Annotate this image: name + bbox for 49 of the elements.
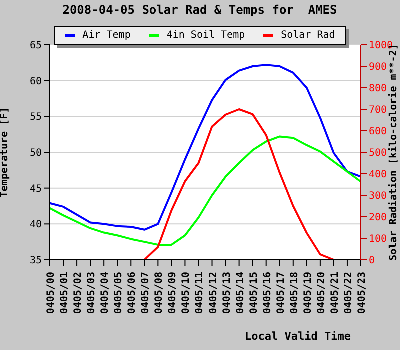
x-tick-label: 0405/20 — [316, 272, 328, 314]
x-tick-label: 0405/22 — [343, 272, 354, 314]
y2-tick-label: 700 — [369, 105, 388, 116]
x-tick-label: 0405/23 — [357, 272, 368, 314]
x-tick-label: 0405/21 — [330, 272, 341, 314]
y-tick-label: 45 — [30, 184, 42, 195]
x-tick-label: 0405/11 — [194, 272, 206, 314]
x-tick-label: 0405/03 — [86, 272, 98, 314]
x-tick-label: 0405/12 — [208, 272, 220, 314]
line-series — [49, 64, 362, 231]
x-tick-label: 0405/07 — [140, 272, 152, 314]
x-tick-label: 0405/19 — [302, 272, 314, 314]
x-axis-title: Local Valid Time — [245, 330, 352, 343]
y-tick-label: 40 — [30, 220, 42, 231]
x-tick-label: 0405/15 — [248, 272, 260, 314]
y-tick-label: 50 — [30, 148, 42, 160]
x-tick-label: 0405/05 — [114, 272, 125, 314]
y2-tick-label: 200 — [369, 212, 388, 224]
y2-tick-label: 600 — [369, 126, 388, 138]
x-tick-label: 0405/02 — [73, 272, 84, 314]
y-tick-label: 65 — [30, 40, 42, 52]
x-tick-label: 0405/16 — [262, 272, 274, 314]
x-tick-label: 0405/04 — [100, 272, 112, 314]
x-tick-label: 0405/06 — [127, 272, 138, 314]
y-tick-label: 60 — [30, 76, 42, 88]
x-tick-label: 0405/08 — [154, 272, 166, 314]
x-tick-label: 0405/09 — [168, 272, 179, 314]
y2-tick-label: 300 — [369, 191, 388, 202]
y-tick-label: 55 — [30, 112, 42, 124]
y2-tick-label: 900 — [369, 62, 388, 74]
y2-tick-label: 400 — [369, 170, 388, 181]
y2-tick-label: 100 — [369, 234, 388, 246]
y2-tick-label: 800 — [369, 84, 388, 95]
y-axis-title: Temperature [F] — [0, 107, 11, 198]
y2-tick-label: 500 — [369, 148, 388, 160]
line-series — [49, 136, 362, 246]
legend-label: Air Temp — [82, 30, 131, 41]
legend-label: 4in Soil Temp — [166, 30, 246, 41]
x-tick-label: 0405/18 — [289, 272, 300, 314]
x-tick-label: 0405/10 — [181, 272, 192, 314]
y-tick-label: 35 — [30, 256, 42, 267]
x-tick-label: 0405/01 — [60, 272, 71, 314]
x-tick-label: 0405/13 — [222, 272, 233, 314]
x-tick-label: 0405/17 — [276, 272, 287, 314]
chart-title: 2008-04-05 Solar Rad & Temps for AMES — [62, 3, 338, 17]
legend-label: Solar Rad — [280, 30, 336, 41]
x-tick-label: 0405/00 — [46, 272, 57, 314]
x-tick-label: 0405/14 — [235, 272, 246, 314]
y2-tick-label: 0 — [369, 256, 376, 267]
